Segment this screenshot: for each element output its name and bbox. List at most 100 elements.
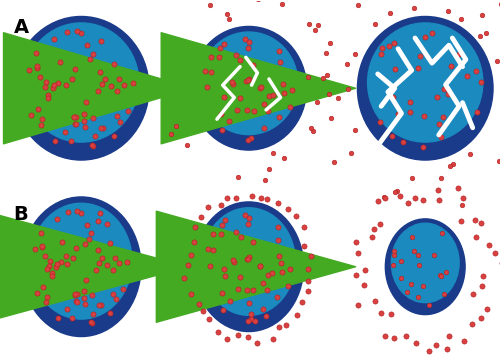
- Point: [438, 114, 446, 120]
- Point: [372, 21, 380, 27]
- Point: [419, 198, 427, 203]
- Point: [223, 11, 231, 17]
- Point: [182, 142, 190, 148]
- Point: [397, 275, 405, 281]
- Point: [199, 309, 207, 314]
- Point: [242, 256, 250, 262]
- Point: [94, 248, 102, 253]
- Point: [71, 121, 79, 127]
- Point: [460, 338, 468, 344]
- Point: [376, 221, 384, 226]
- Point: [48, 273, 56, 279]
- Point: [194, 301, 202, 307]
- Point: [477, 220, 485, 226]
- Point: [430, 252, 438, 258]
- Point: [95, 303, 103, 308]
- Point: [249, 62, 257, 68]
- Point: [277, 260, 285, 266]
- Point: [34, 106, 42, 112]
- Point: [98, 125, 106, 131]
- Point: [240, 36, 248, 41]
- Point: [54, 315, 62, 321]
- Point: [81, 241, 89, 247]
- Point: [478, 315, 486, 321]
- Point: [406, 109, 413, 114]
- Point: [274, 200, 282, 206]
- Point: [394, 188, 402, 194]
- Point: [215, 54, 223, 59]
- Point: [46, 263, 54, 268]
- Point: [78, 30, 86, 36]
- Point: [304, 74, 312, 80]
- Point: [275, 114, 283, 120]
- Point: [130, 80, 138, 86]
- Point: [70, 292, 78, 298]
- Point: [243, 108, 251, 113]
- Point: [191, 224, 199, 230]
- Point: [232, 229, 240, 235]
- Point: [432, 342, 440, 348]
- Point: [94, 88, 102, 94]
- Point: [253, 340, 261, 346]
- Point: [36, 74, 44, 80]
- Point: [38, 244, 46, 250]
- Point: [68, 76, 76, 82]
- Point: [230, 260, 237, 265]
- Point: [187, 252, 195, 257]
- Point: [244, 335, 252, 340]
- Point: [222, 217, 230, 223]
- Point: [234, 174, 242, 180]
- Point: [34, 290, 42, 296]
- Point: [408, 175, 416, 181]
- Point: [80, 288, 88, 294]
- Point: [354, 2, 362, 8]
- Point: [50, 82, 58, 88]
- Point: [442, 269, 450, 275]
- Point: [361, 267, 369, 273]
- Point: [73, 299, 81, 304]
- Point: [229, 257, 237, 263]
- Point: [466, 151, 473, 157]
- Point: [352, 239, 360, 245]
- Point: [217, 111, 225, 117]
- Point: [454, 185, 462, 190]
- Point: [390, 248, 398, 254]
- Point: [94, 218, 102, 224]
- Point: [220, 308, 228, 313]
- Point: [244, 221, 252, 227]
- Point: [462, 73, 470, 79]
- Point: [39, 284, 47, 289]
- Point: [443, 346, 451, 351]
- Point: [248, 239, 256, 245]
- Point: [262, 313, 270, 319]
- Point: [98, 81, 106, 87]
- Point: [410, 5, 418, 11]
- Point: [268, 271, 276, 276]
- Point: [386, 10, 394, 16]
- Point: [387, 311, 395, 316]
- Point: [300, 243, 308, 248]
- Point: [370, 298, 378, 304]
- Point: [72, 298, 80, 304]
- Point: [72, 28, 80, 34]
- Point: [479, 273, 487, 279]
- Point: [53, 261, 61, 267]
- Point: [106, 84, 114, 89]
- Point: [244, 76, 252, 82]
- Point: [233, 107, 241, 113]
- Point: [250, 108, 258, 114]
- Point: [44, 95, 52, 101]
- Point: [266, 94, 274, 99]
- Point: [388, 134, 396, 139]
- Point: [421, 35, 429, 40]
- Point: [370, 226, 378, 232]
- Point: [304, 266, 312, 272]
- Point: [360, 283, 368, 288]
- Point: [202, 68, 209, 74]
- Point: [286, 266, 294, 272]
- Point: [472, 68, 480, 74]
- Point: [204, 204, 212, 210]
- Point: [468, 321, 476, 326]
- Point: [114, 261, 122, 266]
- Point: [350, 51, 358, 57]
